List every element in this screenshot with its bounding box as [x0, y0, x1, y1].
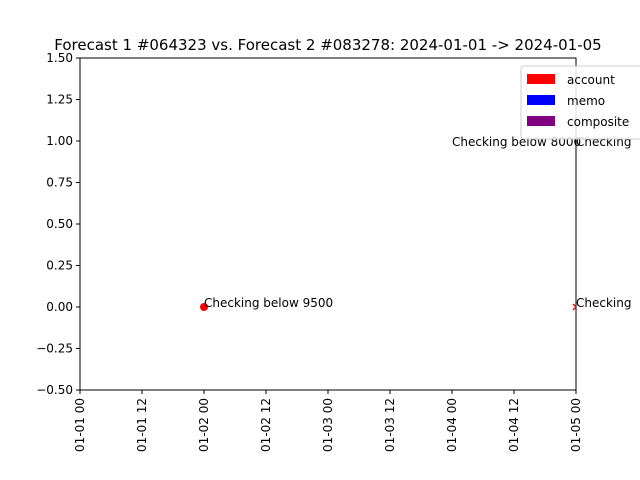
legend-swatch: [527, 74, 555, 84]
x-tick-label: 01-02 00: [197, 398, 211, 452]
y-tick-label: 0.00: [46, 300, 73, 314]
point-label: Checking: [576, 296, 631, 310]
x-tick-label: 01-03 12: [383, 398, 397, 452]
legend-label: memo: [567, 94, 605, 108]
legend: account memo composite: [520, 65, 640, 140]
y-tick-label: 1.00: [46, 134, 73, 148]
x-tick-label: 01-01 00: [73, 398, 87, 452]
plot-frame: [79, 57, 577, 391]
y-tick-label: 1.25: [46, 93, 73, 107]
x-tick-label: 01-05 00: [569, 398, 583, 452]
chart-title: Forecast 1 #064323 vs. Forecast 2 #08327…: [54, 36, 601, 54]
y-tick-label: −0.50: [36, 383, 73, 397]
x-tick-label: 01-01 12: [135, 398, 149, 452]
plot-area: 1.501.251.000.750.500.250.00−0.25−0.5001…: [36, 51, 640, 452]
data-point: [200, 303, 208, 311]
x-tick-label: 01-04 12: [507, 398, 521, 452]
legend-swatch: [527, 116, 555, 126]
point-label: Checking below 9500: [204, 296, 333, 310]
y-tick-label: 0.50: [46, 217, 73, 231]
x-tick-label: 01-04 00: [445, 398, 459, 452]
legend-label: account: [567, 73, 615, 87]
y-tick-label: 1.50: [46, 51, 73, 65]
y-tick-label: 0.75: [46, 176, 73, 190]
y-tick-label: −0.25: [36, 342, 73, 356]
y-tick-label: 0.25: [46, 259, 73, 273]
legend-swatch: [527, 95, 555, 105]
x-tick-label: 01-02 12: [259, 398, 273, 452]
legend-label: composite: [567, 115, 629, 129]
data-point: [572, 303, 576, 311]
x-tick-label: 01-03 00: [321, 398, 335, 452]
